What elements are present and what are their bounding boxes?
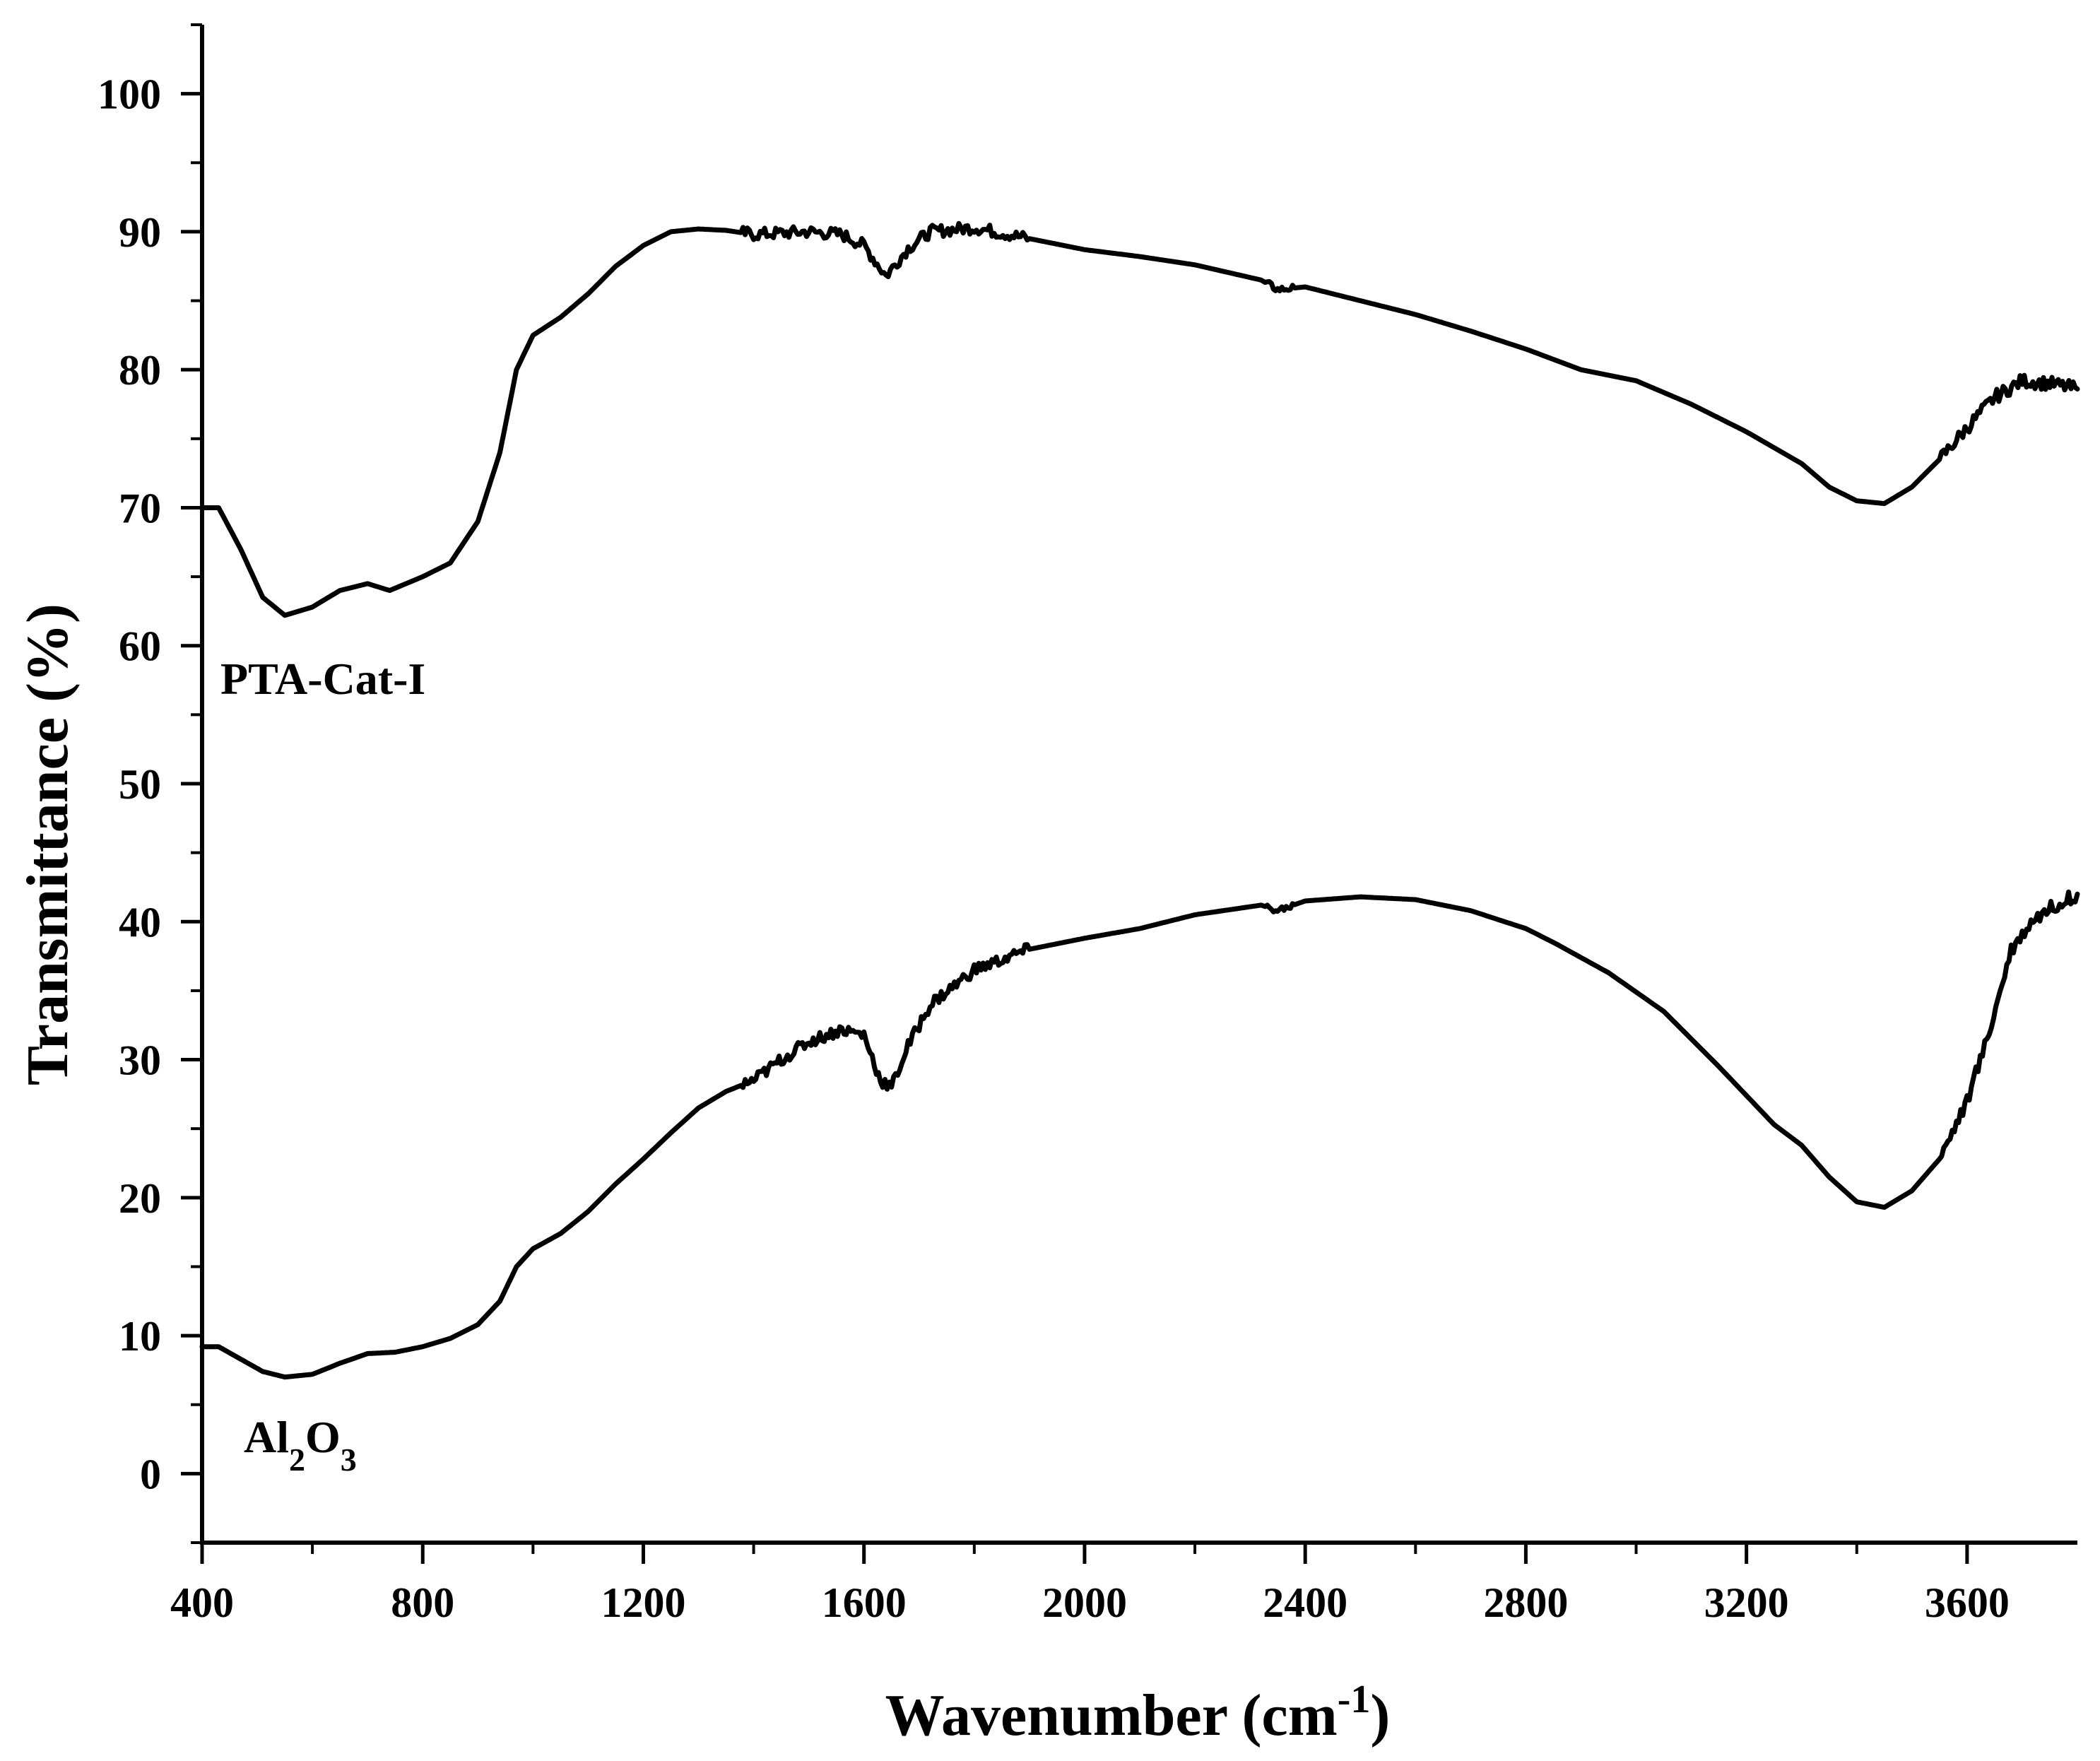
y-tick-labels: 0 10 20 30 40 50 60 70 80 90 100 <box>98 71 161 1498</box>
y-tick-label: 40 <box>119 899 161 946</box>
y-tick-label: 60 <box>119 623 161 670</box>
y-tick-label: 70 <box>119 485 161 531</box>
series-line-al2o3 <box>199 889 2080 1380</box>
x-tick-label: 400 <box>170 1579 234 1626</box>
x-tick-label: 3200 <box>1704 1579 1789 1626</box>
x-tick-label: 800 <box>391 1579 454 1626</box>
x-tick-label: 2800 <box>1483 1579 1568 1626</box>
y-tick-label: 50 <box>119 761 161 808</box>
y-tick-label: 90 <box>119 209 161 256</box>
x-tick-label: 2000 <box>1042 1579 1127 1626</box>
series-label-al2o3: Al2O3 <box>244 1412 357 1478</box>
axis-ticks <box>181 23 1969 1564</box>
x-tick-label: 3600 <box>1925 1579 2010 1626</box>
series-lines <box>199 220 2080 1380</box>
y-tick-label: 10 <box>119 1313 161 1360</box>
series-label-pta-cat-i: PTA-Cat-I <box>220 654 425 704</box>
y-tick-label: 80 <box>119 347 161 394</box>
x-tick-labels: 400 800 1200 1600 2000 2400 2800 3200 3600 <box>170 1579 2010 1626</box>
plot-area <box>200 25 2077 1545</box>
x-tick-label: 2400 <box>1263 1579 1347 1626</box>
y-tick-label: 0 <box>140 1451 161 1497</box>
series-line-pta-cat-i <box>199 220 2080 618</box>
x-axis-title: Wavenumber (cm-1) <box>885 1678 1391 1748</box>
x-tick-label: 1200 <box>601 1579 685 1626</box>
y-axis-title: Transmittance (%) <box>15 603 81 1085</box>
y-tick-label: 20 <box>119 1175 161 1222</box>
x-tick-label: 1600 <box>822 1579 907 1626</box>
y-tick-label: 100 <box>98 71 161 118</box>
y-tick-label: 30 <box>119 1037 161 1084</box>
